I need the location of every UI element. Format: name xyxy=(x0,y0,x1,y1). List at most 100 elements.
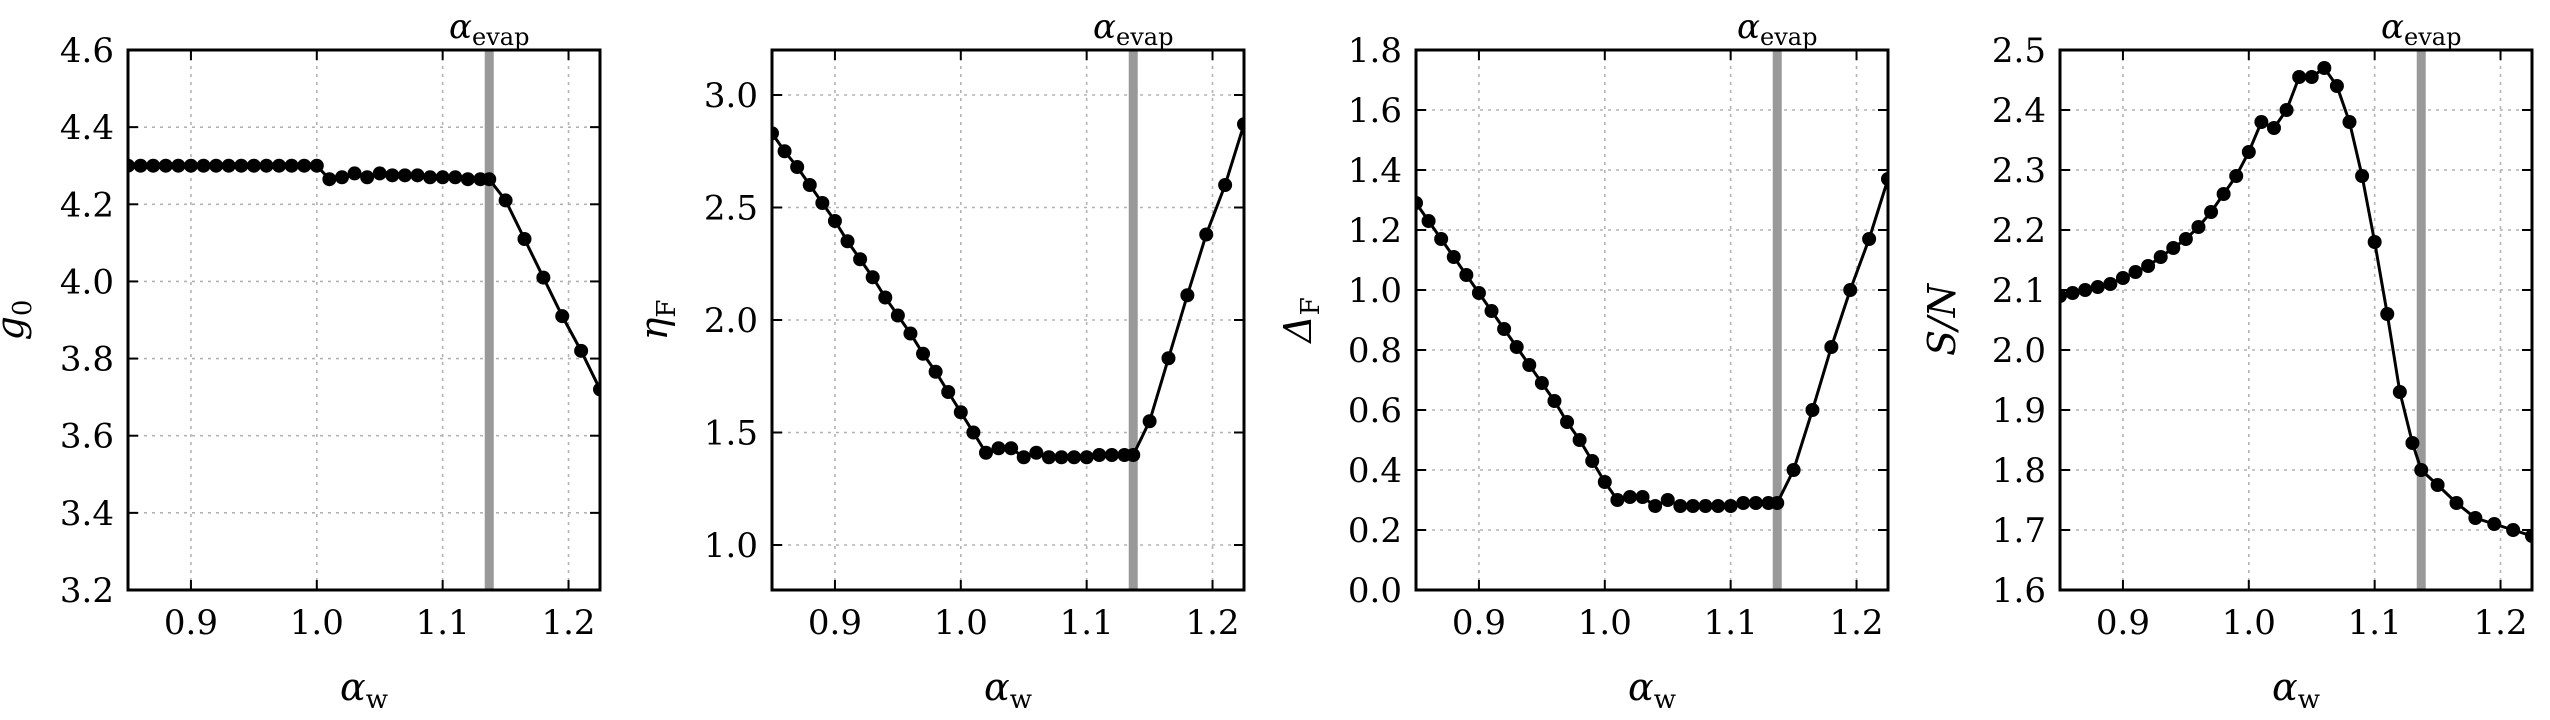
data-point xyxy=(1092,448,1107,462)
y-tick-label: 2.5 xyxy=(1992,31,2046,71)
data-point xyxy=(259,158,274,173)
y-tick-label: 1.6 xyxy=(1992,571,2046,611)
series-group xyxy=(1416,172,1888,513)
y-tick-label: 3.0 xyxy=(704,76,758,116)
data-point xyxy=(1610,493,1625,507)
data-point xyxy=(234,158,249,173)
data-point xyxy=(1862,232,1877,246)
data-point xyxy=(1698,499,1713,513)
data-point xyxy=(1648,499,1663,513)
y-tick-label: 1.0 xyxy=(1348,271,1402,311)
x-tick-label: 1.1 xyxy=(1060,603,1114,643)
data-point xyxy=(890,308,905,323)
data-point xyxy=(309,158,324,173)
data-point xyxy=(196,158,211,173)
x-tick-label: 1.2 xyxy=(1185,603,1239,643)
data-point xyxy=(2380,307,2395,321)
y-tick-label: 2.4 xyxy=(1992,91,2046,131)
data-point xyxy=(978,445,993,460)
y-tick-label: 3.6 xyxy=(60,417,114,457)
x-tick-label: 1.0 xyxy=(1578,603,1632,643)
data-point xyxy=(1126,448,1141,462)
y-axis-label: ηF xyxy=(632,300,682,341)
x-axis-label: αw xyxy=(1628,665,1676,715)
data-point xyxy=(2487,517,2502,531)
data-point xyxy=(928,364,943,379)
data-point xyxy=(334,170,349,185)
data-point xyxy=(1685,499,1700,513)
series-line xyxy=(2060,65,2532,538)
data-point xyxy=(360,170,375,185)
data-point xyxy=(1534,376,1549,390)
y-tick-label: 2.3 xyxy=(1992,151,2046,191)
data-point xyxy=(2060,289,2067,303)
chart-panel-4: 0.9 1.0 1.1 1.2 1.6 1.7 1.8 1.9 2.0 2.1 2.2 2.3 2.4 2… xyxy=(1920,7,2534,715)
data-point xyxy=(146,158,161,173)
data-point xyxy=(1079,450,1094,465)
y-tick-label: 0.2 xyxy=(1348,511,1402,551)
plot-frame xyxy=(126,48,602,592)
data-point xyxy=(158,158,173,173)
data-point xyxy=(1104,448,1119,462)
data-point xyxy=(2304,70,2319,84)
x-axis-label: αw xyxy=(2272,665,2320,715)
data-point xyxy=(1736,496,1751,510)
data-point xyxy=(2078,283,2093,297)
data-point xyxy=(1522,358,1537,372)
data-point xyxy=(385,168,400,183)
x-tick-label: 0.9 xyxy=(1452,603,1506,643)
data-point xyxy=(1218,178,1233,192)
evap-marker-label: αevap xyxy=(1093,7,1173,51)
data-point xyxy=(1497,322,1512,336)
data-point xyxy=(460,172,475,187)
data-point xyxy=(2216,187,2231,201)
x-tick-label: 1.0 xyxy=(290,603,344,643)
data-point xyxy=(2525,529,2532,543)
data-point xyxy=(1180,288,1195,303)
y-tick-label: 2.0 xyxy=(704,301,758,341)
y-tick-label: 1.6 xyxy=(1348,91,1402,131)
data-point xyxy=(1881,172,1888,186)
data-point xyxy=(1560,415,1575,429)
data-point xyxy=(1635,490,1650,504)
x-tick-label: 1.1 xyxy=(416,603,470,643)
evap-marker-label: αevap xyxy=(1737,7,1817,51)
data-point xyxy=(802,178,817,192)
data-point xyxy=(1824,340,1839,354)
y-tick-label: 2.5 xyxy=(704,189,758,229)
data-point xyxy=(171,158,186,173)
x-tick-label: 1.0 xyxy=(934,603,988,643)
data-point xyxy=(2254,115,2269,129)
data-point xyxy=(1142,414,1157,429)
y-axis-label: S/N xyxy=(1920,282,1964,356)
data-point xyxy=(1434,232,1449,246)
data-point xyxy=(2292,70,2307,84)
data-point xyxy=(2065,286,2080,300)
data-point xyxy=(1446,250,1461,264)
data-point xyxy=(482,172,497,187)
chart-panel-2: 0.9 1.0 1.1 1.2 1.0 1.5 2.0 2.5 3.0 αevap αw ηF xyxy=(632,7,1246,715)
data-point xyxy=(1723,499,1738,513)
data-point xyxy=(2449,496,2464,510)
data-point xyxy=(941,385,956,399)
data-point xyxy=(372,166,387,181)
data-point xyxy=(1622,490,1637,504)
y-tick-label: 0.6 xyxy=(1348,391,1402,431)
data-point xyxy=(840,234,855,249)
data-point xyxy=(1597,475,1612,489)
data-point xyxy=(1843,283,1858,297)
series-group xyxy=(772,117,1244,465)
data-point xyxy=(593,382,600,397)
data-point xyxy=(133,158,148,173)
data-point xyxy=(498,193,513,208)
y-tick-label: 2.0 xyxy=(1992,331,2046,371)
data-point xyxy=(903,326,918,341)
data-point xyxy=(853,252,868,267)
x-tick-label: 1.1 xyxy=(1704,603,1758,643)
data-point xyxy=(2367,235,2382,249)
data-point xyxy=(966,425,981,440)
data-point xyxy=(517,232,532,246)
data-point xyxy=(1711,499,1726,513)
data-point xyxy=(2342,115,2357,129)
